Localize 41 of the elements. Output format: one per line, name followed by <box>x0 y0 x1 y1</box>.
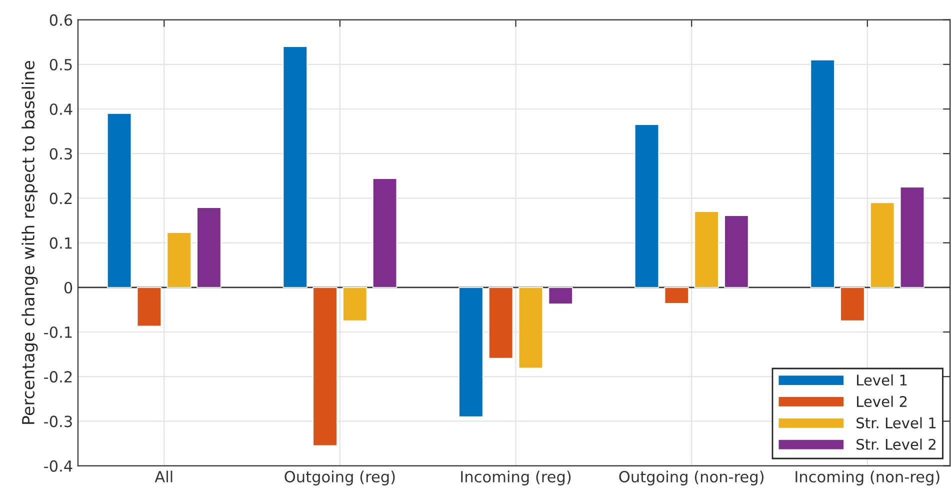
bar <box>312 286 338 446</box>
y-tick-label: 0.3 <box>50 148 72 160</box>
y-axis-title: Percentage change with respect to baseline <box>22 60 38 424</box>
legend-label: Str. Level 2 <box>856 438 936 450</box>
y-tick-label: 0 <box>64 282 72 294</box>
y-tick-label: 0.6 <box>50 14 72 26</box>
bar <box>810 60 835 288</box>
bar <box>372 178 398 288</box>
legend-label: Level 2 <box>857 396 907 408</box>
bar <box>634 124 660 288</box>
x-tick-label: All <box>154 470 172 482</box>
legend-label: Level 1 <box>857 374 907 386</box>
bar <box>342 286 368 322</box>
bar <box>458 286 484 418</box>
y-tick-label: 0.2 <box>50 192 72 204</box>
bar <box>724 215 749 288</box>
bar <box>840 286 865 322</box>
y-tick-label: 0.5 <box>50 58 72 70</box>
bar <box>282 46 308 288</box>
bar <box>518 286 544 369</box>
bar <box>870 202 895 288</box>
bar <box>166 232 192 288</box>
bar <box>664 286 689 304</box>
bar <box>900 186 925 288</box>
y-tick-label: -0.2 <box>44 371 72 383</box>
x-tick-label: Incoming (non-reg) <box>796 470 940 486</box>
bar <box>107 113 132 288</box>
y-tick-label: -0.4 <box>44 460 72 472</box>
y-tick-label: 0.1 <box>50 237 72 249</box>
bar <box>136 286 162 327</box>
y-tick-label: 0.4 <box>50 103 72 116</box>
bar <box>694 211 719 288</box>
bar <box>548 286 573 304</box>
y-tick-label: -0.1 <box>44 326 72 338</box>
bar <box>488 286 514 359</box>
x-tick-label: Incoming (reg) <box>461 470 571 486</box>
bar <box>196 207 222 288</box>
x-tick-label: Outgoing (non-reg) <box>619 470 764 486</box>
y-tick-label: -0.3 <box>44 416 72 428</box>
x-tick-label: Outgoing (reg) <box>284 470 395 486</box>
legend-label: Str. Level 1 <box>856 417 936 428</box>
